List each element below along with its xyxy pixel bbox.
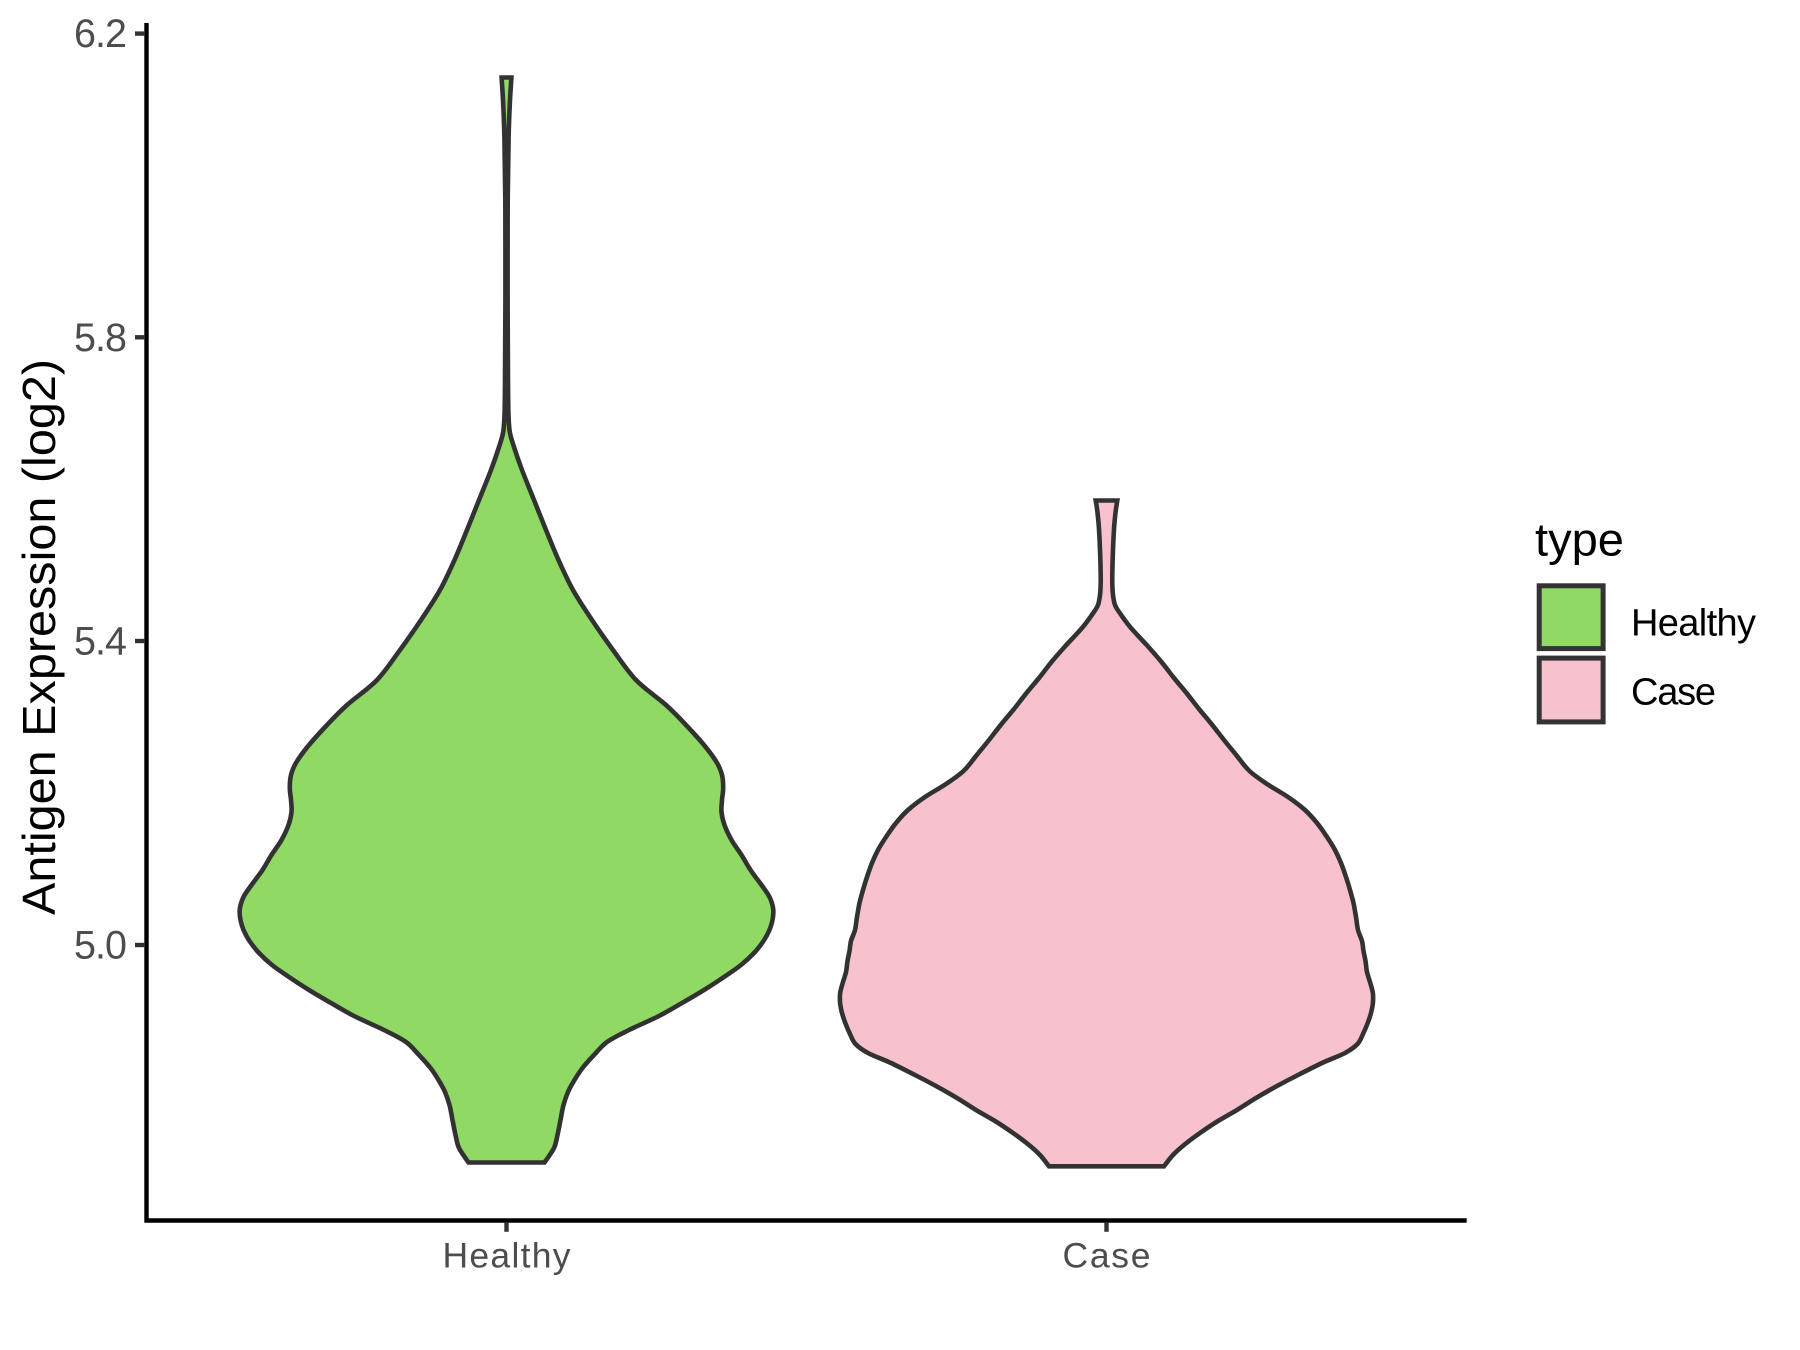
svg-text:type: type <box>1535 514 1624 566</box>
svg-text:5.4: 5.4 <box>74 620 127 664</box>
svg-text:Case: Case <box>1063 1236 1151 1276</box>
svg-text:5.8: 5.8 <box>74 316 127 360</box>
svg-text:5.0: 5.0 <box>74 924 127 968</box>
svg-text:Healthy: Healthy <box>443 1236 571 1276</box>
svg-text:Antigen Expression (log2): Antigen Expression (log2) <box>13 359 65 915</box>
svg-text:6.2: 6.2 <box>74 12 127 56</box>
svg-text:Healthy: Healthy <box>1631 603 1756 645</box>
svg-text:Case: Case <box>1631 671 1716 713</box>
